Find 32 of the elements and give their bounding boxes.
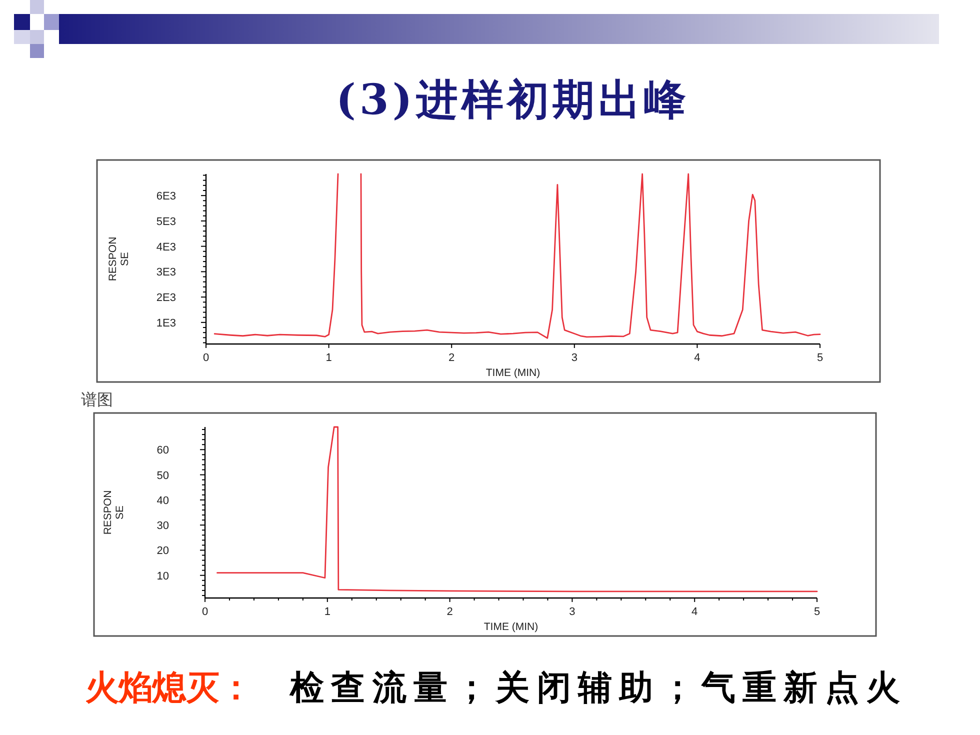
x-axis-title: TIME (MIN) [484,621,538,633]
x-tick-label: 2 [446,606,453,618]
y-tick-label: 1E3 [156,317,176,330]
x-tick-label: 4 [692,606,698,618]
x-tick-label: 0 [202,606,208,618]
x-tick-label: 3 [571,352,578,364]
y-tick-label: 30 [156,520,169,532]
y-tick-label: 50 [156,470,169,482]
y-tick-label: 4E3 [156,241,176,254]
y-tick-label: 40 [156,494,169,507]
x-tick-label: 1 [326,352,332,364]
chart-title: 谱图 [81,390,113,409]
y-tick-label: 6E3 [156,190,176,203]
y-tick-label: 10 [156,570,169,582]
x-tick-label: 0 [202,352,210,364]
text: 火焰熄灭： [84,668,253,708]
x-tick-label: 5 [814,606,820,618]
y-tick-label: 3E3 [156,266,176,279]
y-tick-label: 2E3 [156,292,176,304]
x-tick-label: 1 [324,606,330,618]
chart-title: (3)进样初期出峰 [336,75,686,124]
x-tick-label: 5 [816,352,824,364]
x-axis-title: TIME (MIN) [486,367,540,379]
text: 检查流量；关闭辅助；气重新点火 [289,668,900,708]
x-tick-label: 4 [694,352,700,364]
y-tick-label: 60 [156,444,169,457]
y-tick-label: 5E3 [156,216,176,228]
y-axis-title: RESPONSE [107,236,131,282]
x-tick-label: 2 [448,352,455,364]
y-axis-title: RESPONSE [102,490,126,535]
y-tick-label: 20 [156,545,169,558]
x-tick-label: 3 [569,606,576,618]
